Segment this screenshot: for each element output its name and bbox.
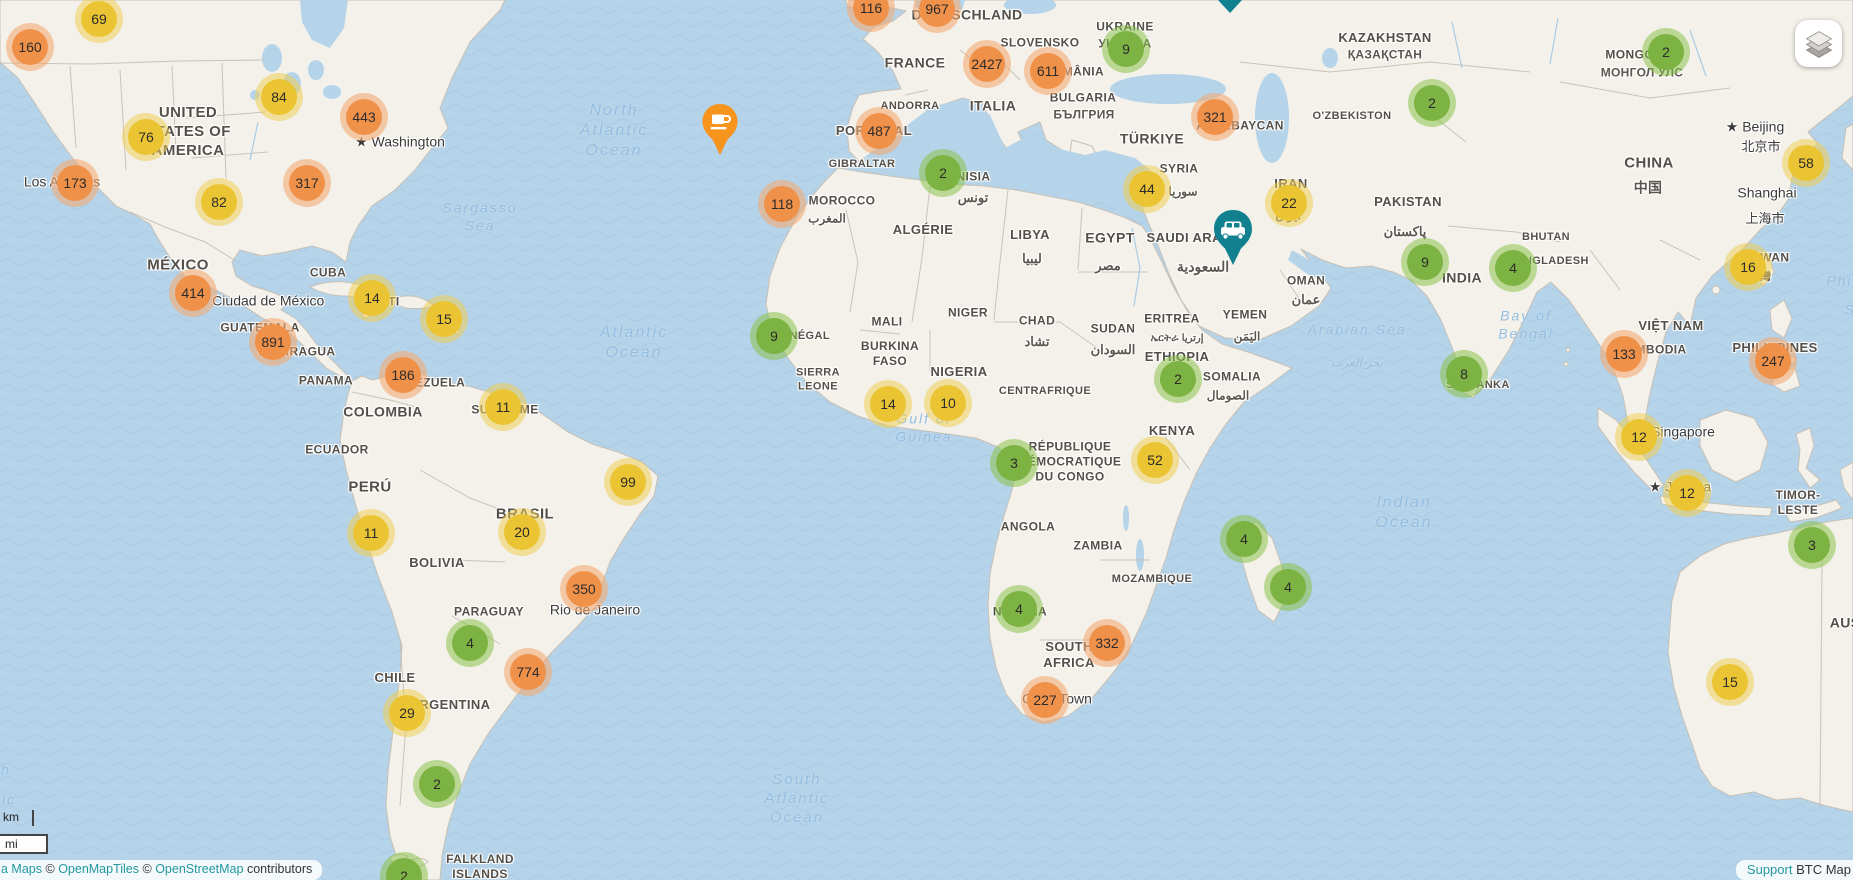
layers-button[interactable] [1795, 20, 1842, 67]
cluster-marker[interactable]: 160 [12, 29, 48, 65]
cluster-marker[interactable]: 20 [504, 514, 540, 550]
scale-mi-label: mi [5, 837, 18, 851]
cluster-marker[interactable]: 774 [510, 654, 546, 690]
cluster-marker[interactable]: 15 [426, 301, 462, 337]
cluster-marker[interactable]: 332 [1089, 625, 1125, 661]
support-pill: Support BTC Map [1735, 860, 1853, 880]
scale-control-mi: mi [0, 834, 48, 854]
cluster-marker[interactable]: 16 [1730, 249, 1766, 285]
attribution-contributors: contributors [246, 862, 313, 876]
cluster-marker[interactable]: 9 [756, 318, 792, 354]
cluster-marker[interactable]: 116 [853, 0, 889, 26]
layers-icon [1805, 30, 1832, 58]
cluster-marker[interactable]: 15 [1712, 664, 1748, 700]
cluster-marker[interactable]: 22 [1271, 185, 1307, 221]
cluster-marker[interactable]: 3 [996, 445, 1032, 481]
map-attribution: a Maps © OpenMapTiles © OpenStreetMap co… [0, 860, 323, 880]
rivers [249, 17, 1707, 307]
btc-map-label: BTC Map [1796, 862, 1851, 877]
cluster-marker[interactable]: 44 [1129, 171, 1165, 207]
cluster-marker[interactable]: 11 [353, 515, 389, 551]
cluster-marker[interactable]: 4 [452, 625, 488, 661]
cluster-marker[interactable]: 76 [128, 119, 164, 155]
cluster-marker[interactable]: 3 [1794, 527, 1830, 563]
cluster-marker[interactable]: 84 [261, 79, 297, 115]
coffee-pin-marker[interactable] [700, 103, 740, 162]
cluster-marker[interactable]: 247 [1755, 343, 1791, 379]
scale-control-km: km [0, 810, 34, 826]
cluster-marker[interactable]: 10 [930, 385, 966, 421]
cluster-marker[interactable]: 414 [175, 275, 211, 311]
scale-km-label: km [3, 810, 19, 824]
cluster-marker[interactable]: 14 [870, 386, 906, 422]
cluster-marker[interactable]: 321 [1197, 99, 1233, 135]
cluster-marker[interactable]: 2 [1160, 361, 1196, 397]
cluster-marker[interactable]: 9 [1108, 31, 1144, 67]
support-link[interactable]: Support [1746, 862, 1793, 877]
attribution-openmaptiles-link[interactable]: OpenMapTiles [58, 862, 140, 876]
attribution-openstreetmap-link[interactable]: OpenStreetMap [155, 862, 244, 876]
cluster-marker[interactable]: 11 [485, 389, 521, 425]
cluster-marker[interactable]: 2 [1648, 34, 1684, 70]
cluster-marker[interactable]: 58 [1788, 145, 1824, 181]
cluster-marker[interactable]: 2 [419, 766, 455, 802]
cluster-marker[interactable]: 8 [1446, 356, 1482, 392]
cluster-marker[interactable]: 4 [1226, 521, 1262, 557]
cluster-marker[interactable]: 2 [1414, 85, 1450, 121]
cluster-marker[interactable]: 173 [57, 165, 93, 201]
cluster-marker[interactable]: 52 [1137, 442, 1173, 478]
cluster-marker[interactable]: 12 [1621, 419, 1657, 455]
pin-tip-icon [1218, 0, 1242, 13]
cluster-marker[interactable]: 2 [386, 858, 422, 880]
attribution-copyright: © [45, 862, 55, 876]
cluster-marker[interactable]: 350 [566, 571, 602, 607]
cluster-marker[interactable]: 611 [1030, 53, 1066, 89]
attribution-maps-link[interactable]: a Maps [1, 862, 42, 876]
cluster-marker[interactable]: 14 [354, 280, 390, 316]
cluster-marker[interactable]: 99 [610, 464, 646, 500]
cluster-marker[interactable]: 12 [1669, 475, 1705, 511]
cluster-marker[interactable]: 2427 [969, 46, 1005, 82]
cluster-marker[interactable]: 317 [289, 165, 325, 201]
coffee-icon [702, 104, 738, 155]
cluster-marker[interactable]: 967 [919, 0, 955, 27]
cluster-marker[interactable]: 4 [1270, 569, 1306, 605]
cluster-marker[interactable]: 186 [385, 357, 421, 393]
cluster-marker[interactable]: 82 [201, 184, 237, 220]
car-icon [1214, 210, 1252, 265]
pin-tip-marker[interactable] [1217, 0, 1243, 19]
cluster-marker[interactable]: 891 [255, 324, 291, 360]
cluster-marker[interactable]: 69 [81, 1, 117, 37]
cluster-marker[interactable]: 443 [346, 99, 382, 135]
cluster-marker[interactable]: 118 [764, 186, 800, 222]
car-pin-marker[interactable] [1211, 209, 1255, 272]
cluster-marker[interactable]: 4 [1495, 250, 1531, 286]
cluster-marker[interactable]: 9 [1407, 244, 1443, 280]
cluster-marker[interactable]: 487 [861, 113, 897, 149]
cluster-marker[interactable]: 133 [1606, 336, 1642, 372]
cluster-marker[interactable]: 2 [925, 155, 961, 191]
cluster-marker[interactable]: 4 [1001, 591, 1037, 627]
cluster-marker[interactable]: 29 [389, 695, 425, 731]
cluster-marker[interactable]: 227 [1027, 682, 1063, 718]
attribution-copyright: © [142, 862, 152, 876]
